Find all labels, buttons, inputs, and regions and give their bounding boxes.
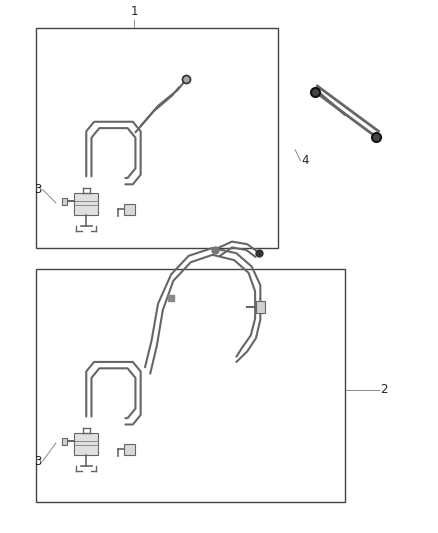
- Bar: [62, 438, 67, 445]
- Text: 1: 1: [131, 5, 138, 18]
- Text: 3: 3: [35, 183, 42, 196]
- Bar: [74, 192, 98, 215]
- Bar: [36, 28, 278, 248]
- Bar: [74, 433, 98, 455]
- Bar: [124, 204, 135, 215]
- Bar: [124, 444, 135, 455]
- Text: 2: 2: [380, 383, 388, 396]
- Text: 3: 3: [35, 455, 42, 467]
- Bar: [255, 301, 265, 313]
- Bar: [36, 269, 345, 503]
- Text: 4: 4: [302, 154, 309, 167]
- Bar: [62, 198, 67, 205]
